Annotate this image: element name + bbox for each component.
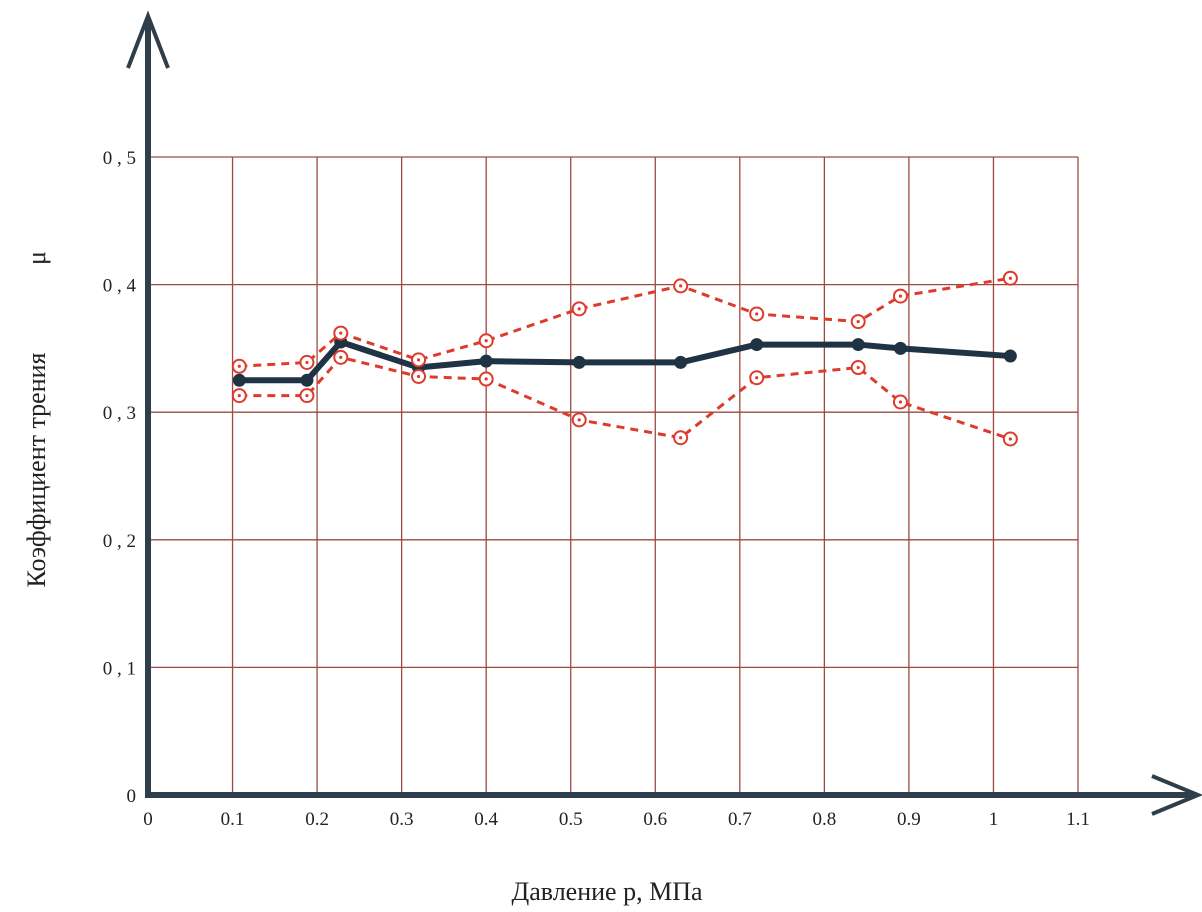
data-point-center	[1008, 437, 1012, 441]
x-axis-title: Давление p, МПа	[511, 877, 702, 906]
data-point-center	[856, 365, 860, 370]
x-tick-label: 0.2	[305, 809, 329, 830]
data-point	[1003, 349, 1017, 363]
y-axis-symbol: μ	[22, 251, 51, 265]
data-point	[851, 338, 865, 352]
series-layer	[231, 270, 1018, 447]
data-point-center	[679, 436, 683, 440]
x-tick-label: 1	[989, 809, 999, 830]
data-point-center	[484, 377, 488, 381]
series-1	[231, 270, 1018, 374]
data-point-center	[898, 294, 903, 298]
x-tick-label: 1.1	[1066, 809, 1090, 830]
y-tick-label: 0	[127, 786, 137, 807]
data-point	[893, 341, 907, 355]
x-tick-label: 0.6	[643, 809, 667, 830]
x-tick-label: 0.3	[390, 809, 414, 830]
x-tick-label: 0.1	[221, 809, 245, 830]
data-point-center	[305, 360, 309, 365]
data-point	[572, 355, 586, 369]
data-point-center	[679, 284, 683, 288]
data-point-center	[237, 394, 241, 398]
y-tick-label: 0 , 3	[103, 403, 136, 424]
x-tick-label: 0.8	[812, 809, 836, 830]
data-point-center	[1008, 276, 1012, 280]
data-point-center	[577, 307, 581, 311]
y-tick-label: 0 , 2	[103, 531, 136, 552]
x-tick-label: 0.7	[728, 809, 752, 830]
data-point-center	[898, 400, 903, 404]
data-point-center	[755, 312, 759, 316]
data-point	[479, 354, 493, 368]
y-axis-arrow-icon	[126, 10, 170, 69]
data-point	[232, 373, 246, 387]
y-tick-labels: 0 0 , 1 0 , 2 0 , 3 0 , 4 0 , 5	[103, 148, 137, 807]
x-tick-label: 0.4	[474, 809, 498, 830]
data-point-center	[339, 355, 343, 359]
data-point	[300, 373, 314, 387]
data-point-center	[577, 418, 581, 422]
data-point-center	[416, 358, 421, 362]
x-tick-label: 0.5	[559, 809, 583, 830]
data-point-center	[339, 331, 343, 335]
x-axis-arrow-icon	[1151, 774, 1202, 816]
data-point-center	[856, 320, 860, 324]
x-tick-label: 0.9	[897, 809, 921, 830]
y-tick-label: 0 , 4	[103, 276, 137, 297]
data-point	[674, 355, 688, 369]
y-tick-label: 0 , 5	[103, 148, 136, 169]
series-0	[232, 335, 1017, 387]
y-tick-label: 0 , 1	[103, 658, 136, 679]
x-tick-labels: 0 0.1 0.2 0.3 0.4 0.5 0.6 0.7 0.8 0.9 1 1.1	[143, 809, 1090, 830]
axes	[126, 10, 1202, 816]
data-point	[750, 338, 764, 352]
y-axis-title: Коэффициент трения	[22, 352, 51, 587]
data-point-center	[237, 364, 241, 368]
data-point-center	[305, 394, 309, 398]
series-2	[231, 349, 1018, 447]
grid	[148, 156, 1079, 795]
data-point-center	[484, 339, 488, 343]
data-point-center	[416, 374, 421, 379]
x-tick-label: 0	[143, 809, 153, 830]
data-point-center	[755, 376, 759, 380]
